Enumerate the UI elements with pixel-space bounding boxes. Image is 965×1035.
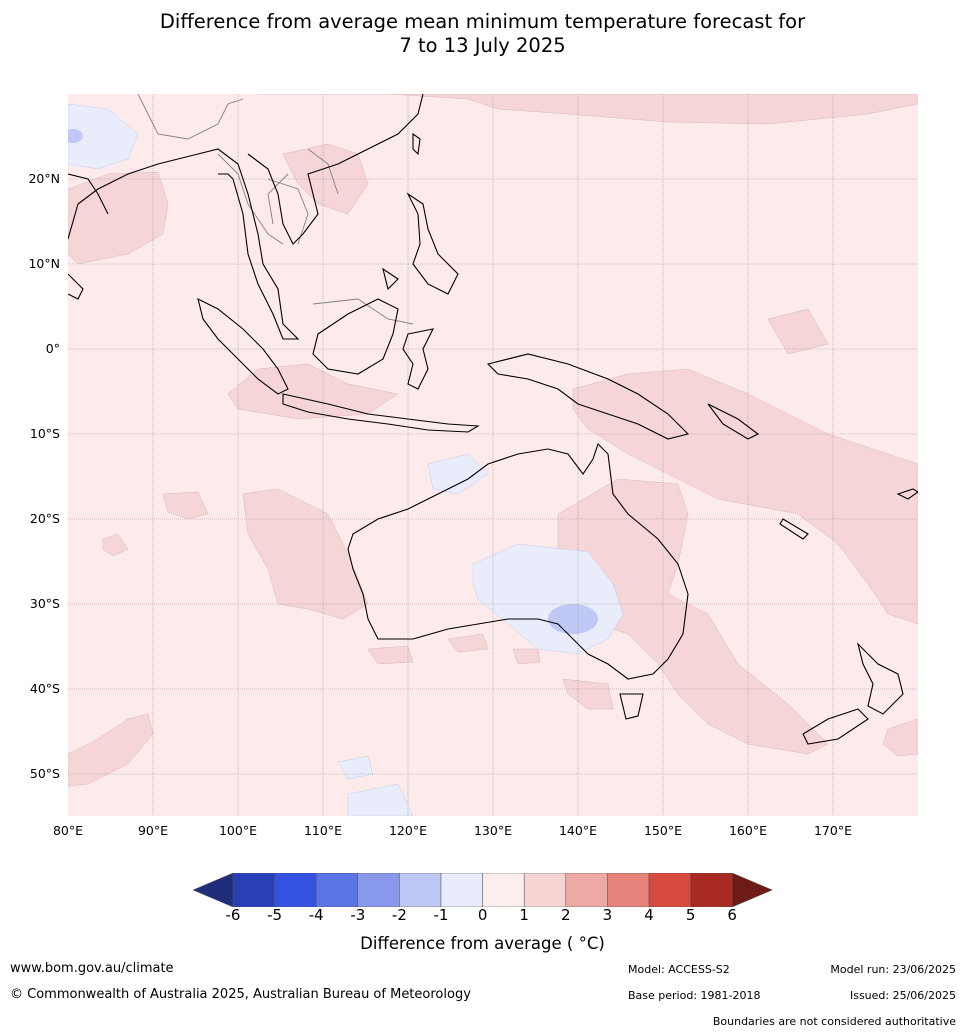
colorbar-tick-label: -3	[350, 906, 366, 924]
lat-label-0: 0°	[45, 341, 60, 356]
lon-label-130e: 130°E	[473, 823, 512, 838]
colorbar-cell	[482, 873, 525, 907]
colorbar-cell	[357, 873, 400, 907]
footer-disclaimer: Boundaries are not considered authoritat…	[712, 1015, 956, 1028]
colorbar-tick-label: -1	[433, 906, 449, 924]
colorbar-tick-label: 6	[727, 906, 737, 924]
lat-label-40s: 40°S	[29, 681, 60, 696]
colorbar	[193, 873, 773, 907]
lat-label-30s: 30°S	[29, 596, 60, 611]
colorbar-tick-label: 2	[561, 906, 571, 924]
anomaly-map	[68, 94, 918, 816]
lon-label-160e: 160°E	[728, 823, 767, 838]
footer-model-run: Model run: 23/06/2025	[830, 963, 956, 976]
colorbar-tick-label: 4	[644, 906, 654, 924]
lon-label-100e: 100°E	[218, 823, 257, 838]
country-borders	[137, 94, 414, 325]
graticule	[68, 94, 918, 816]
colorbar-label: Difference from average ( °C)	[360, 934, 605, 953]
colorbar-extend-low	[193, 873, 234, 907]
colorbar-cell	[690, 873, 733, 907]
warm-anomaly-zones	[68, 94, 918, 787]
lat-label-10s: 10°S	[29, 426, 60, 441]
footer-base-period: Base period: 1981-2018	[628, 989, 761, 1002]
colorbar-tick-label: 0	[477, 906, 488, 924]
lon-label-150e: 150°E	[643, 823, 682, 838]
coastlines	[68, 94, 918, 745]
colorbar-tick-label: 3	[602, 906, 613, 924]
colorbar-tick-label: -4	[308, 906, 324, 924]
colorbar-cell	[523, 873, 567, 907]
colorbar-cell	[399, 873, 442, 907]
lat-label-50s: 50°S	[29, 766, 60, 781]
colorbar-tick-label: 5	[685, 906, 696, 924]
colorbar-extend-high	[731, 873, 773, 907]
colorbar-cell	[440, 873, 483, 907]
colorbar-cell	[648, 873, 691, 907]
lon-label-90e: 90°E	[137, 823, 169, 838]
colorbar-tick-label: -6	[225, 906, 241, 924]
colorbar-tick-label: -5	[267, 906, 283, 924]
lon-label-170e: 170°E	[813, 823, 852, 838]
map-title: Difference from average mean minimum tem…	[0, 10, 965, 58]
lat-label-10n: 10°N	[28, 256, 60, 271]
title-line-1: Difference from average mean minimum tem…	[159, 10, 806, 33]
colorbar-tick-label: -2	[391, 906, 407, 924]
lon-label-120e: 120°E	[388, 823, 427, 838]
colorbar-cell	[274, 873, 317, 907]
colorbar-tick-label: 1	[519, 906, 529, 924]
colorbar-cell	[232, 873, 275, 907]
colorbar-cell	[315, 873, 359, 907]
map-panel	[68, 94, 918, 816]
colorbar-cell	[565, 873, 608, 907]
colorbar-cell	[607, 873, 650, 907]
lon-label-140e: 140°E	[558, 823, 597, 838]
lat-label-20n: 20°N	[28, 171, 60, 186]
lon-label-110e: 110°E	[303, 823, 342, 838]
footer-model: Model: ACCESS-S2	[628, 963, 730, 976]
footer-issued: Issued: 25/06/2025	[849, 989, 956, 1002]
footer-website: www.bom.gov.au/climate	[10, 961, 174, 976]
footer-copyright: © Commonwealth of Australia 2025, Austra…	[10, 987, 471, 1002]
lon-label-80e: 80°E	[52, 823, 84, 838]
title-line-2: 7 to 13 July 2025	[399, 34, 566, 57]
lat-label-20s: 20°S	[29, 511, 60, 526]
